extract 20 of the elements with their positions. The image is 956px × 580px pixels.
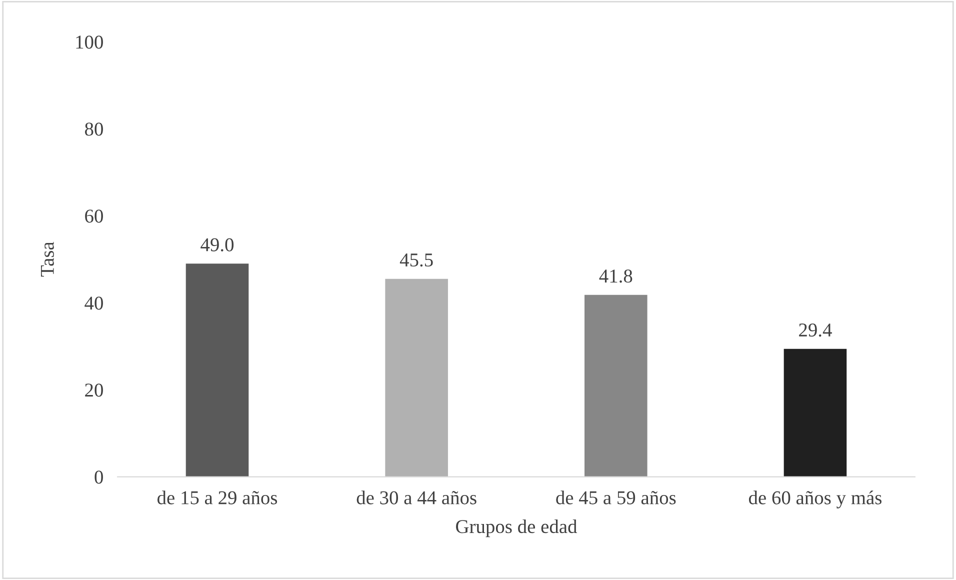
data-label: 49.0: [200, 238, 234, 252]
y-tick-label: 60: [85, 210, 103, 223]
y-axis-title: Tasa: [40, 242, 54, 277]
x-tick-label: de 60 años y más: [748, 490, 882, 508]
x-tick-label: de 30 a 44 años: [356, 490, 476, 504]
y-tick-label: 40: [84, 296, 103, 310]
y-tick-label: 20: [85, 384, 103, 397]
bar: [186, 264, 249, 477]
data-label: 41.8: [599, 270, 632, 283]
bar: [584, 294, 648, 477]
x-tick-label: de 45 a 59 años: [556, 490, 676, 504]
bar: [385, 278, 448, 477]
x-axis-title: Grupos de edad: [456, 519, 578, 538]
y-tick-label: 80: [84, 122, 103, 136]
x-tick-label: de 15 a 29 años: [157, 490, 278, 504]
data-label: 29.4: [799, 324, 832, 337]
bar: [784, 348, 847, 477]
y-tick-label: 0: [94, 470, 103, 484]
data-label: 45.5: [400, 254, 433, 267]
y-tick-label: 100: [76, 36, 103, 49]
